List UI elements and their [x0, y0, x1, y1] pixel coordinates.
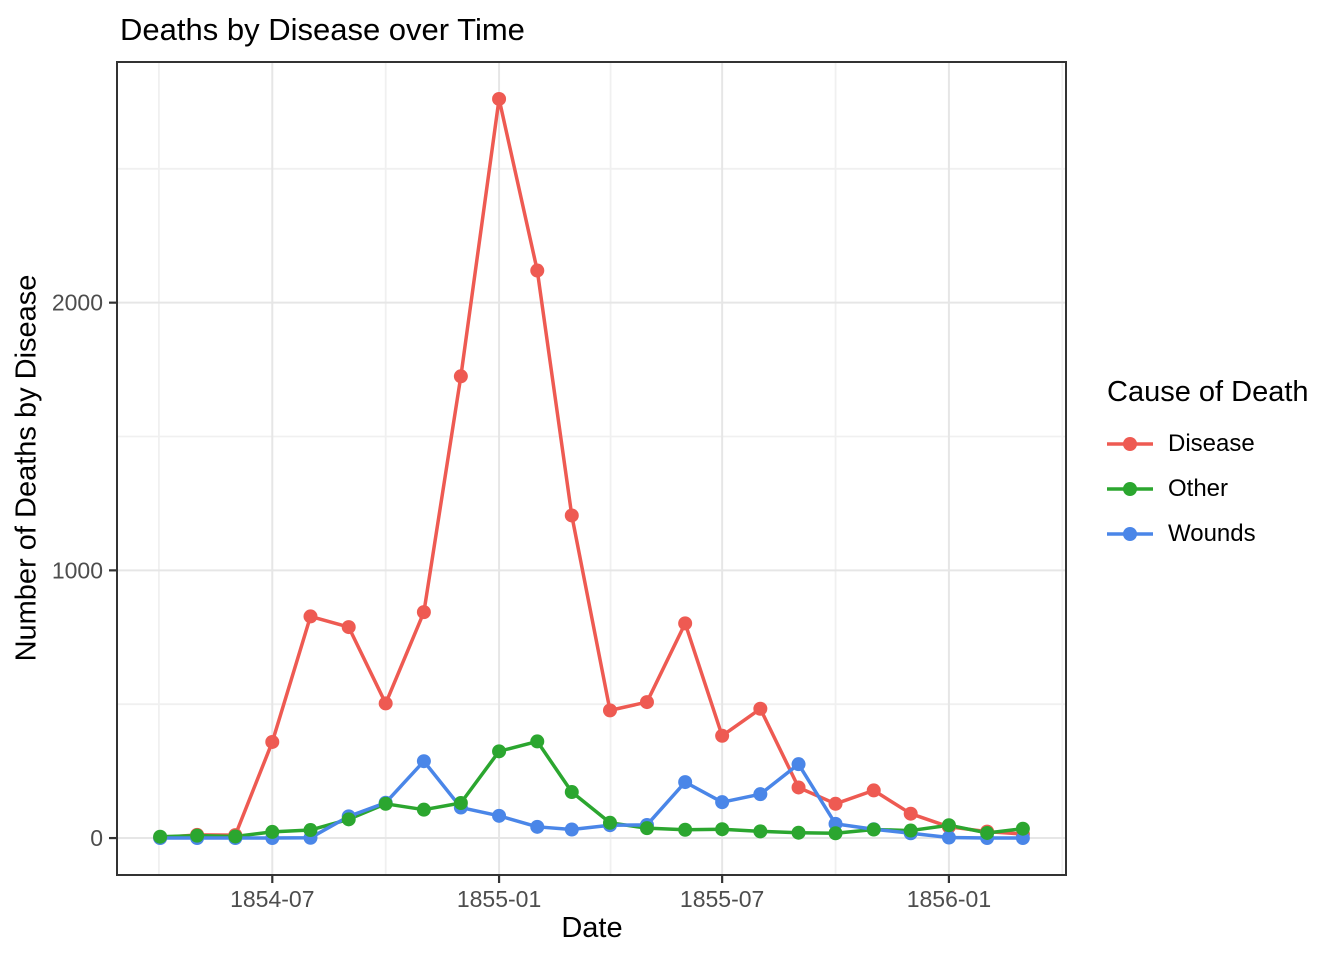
legend-item-other: Other — [1107, 466, 1309, 511]
x-axis-title: Date — [561, 912, 623, 944]
legend: Cause of Death Disease Other Wounds — [1107, 376, 1309, 556]
grid-major — [117, 62, 1066, 875]
chart-title: Deaths by Disease over Time — [120, 12, 525, 47]
legend-label: Other — [1168, 474, 1229, 502]
svg-text:1855-01: 1855-01 — [457, 886, 541, 912]
y-axis-title: Number of Deaths by Disease — [10, 274, 43, 662]
legend-items: Disease Other Wounds — [1107, 421, 1309, 556]
series-points-disease — [153, 91, 1030, 845]
series-line-disease — [159, 97, 1023, 840]
series-line-other — [160, 739, 1024, 839]
x-tick-labels: 1854-07 1855-01 1855-07 1856-01 — [230, 886, 991, 912]
legend-key-icon — [1107, 481, 1153, 496]
svg-text:2000: 2000 — [52, 290, 103, 316]
grid-minor — [117, 62, 1066, 875]
legend-item-wounds: Wounds — [1107, 511, 1309, 556]
svg-text:1854-07: 1854-07 — [230, 886, 314, 912]
legend-item-disease: Disease — [1107, 421, 1309, 466]
panel-border — [116, 61, 1067, 876]
series-line-wounds — [160, 759, 1023, 840]
svg-text:1856-01: 1856-01 — [907, 886, 991, 912]
legend-label: Wounds — [1168, 519, 1256, 547]
svg-text:0: 0 — [90, 825, 103, 851]
svg-text:1000: 1000 — [52, 557, 103, 583]
legend-key-icon — [1107, 436, 1153, 451]
legend-title: Cause of Death — [1107, 376, 1309, 408]
y-tick-labels: 0 1000 2000 — [52, 290, 103, 851]
series-points-other — [153, 734, 1030, 844]
axis-ticks — [109, 301, 951, 883]
legend-key-icon — [1107, 526, 1153, 541]
legend-label: Disease — [1168, 429, 1255, 457]
svg-text:1855-07: 1855-07 — [680, 886, 764, 912]
